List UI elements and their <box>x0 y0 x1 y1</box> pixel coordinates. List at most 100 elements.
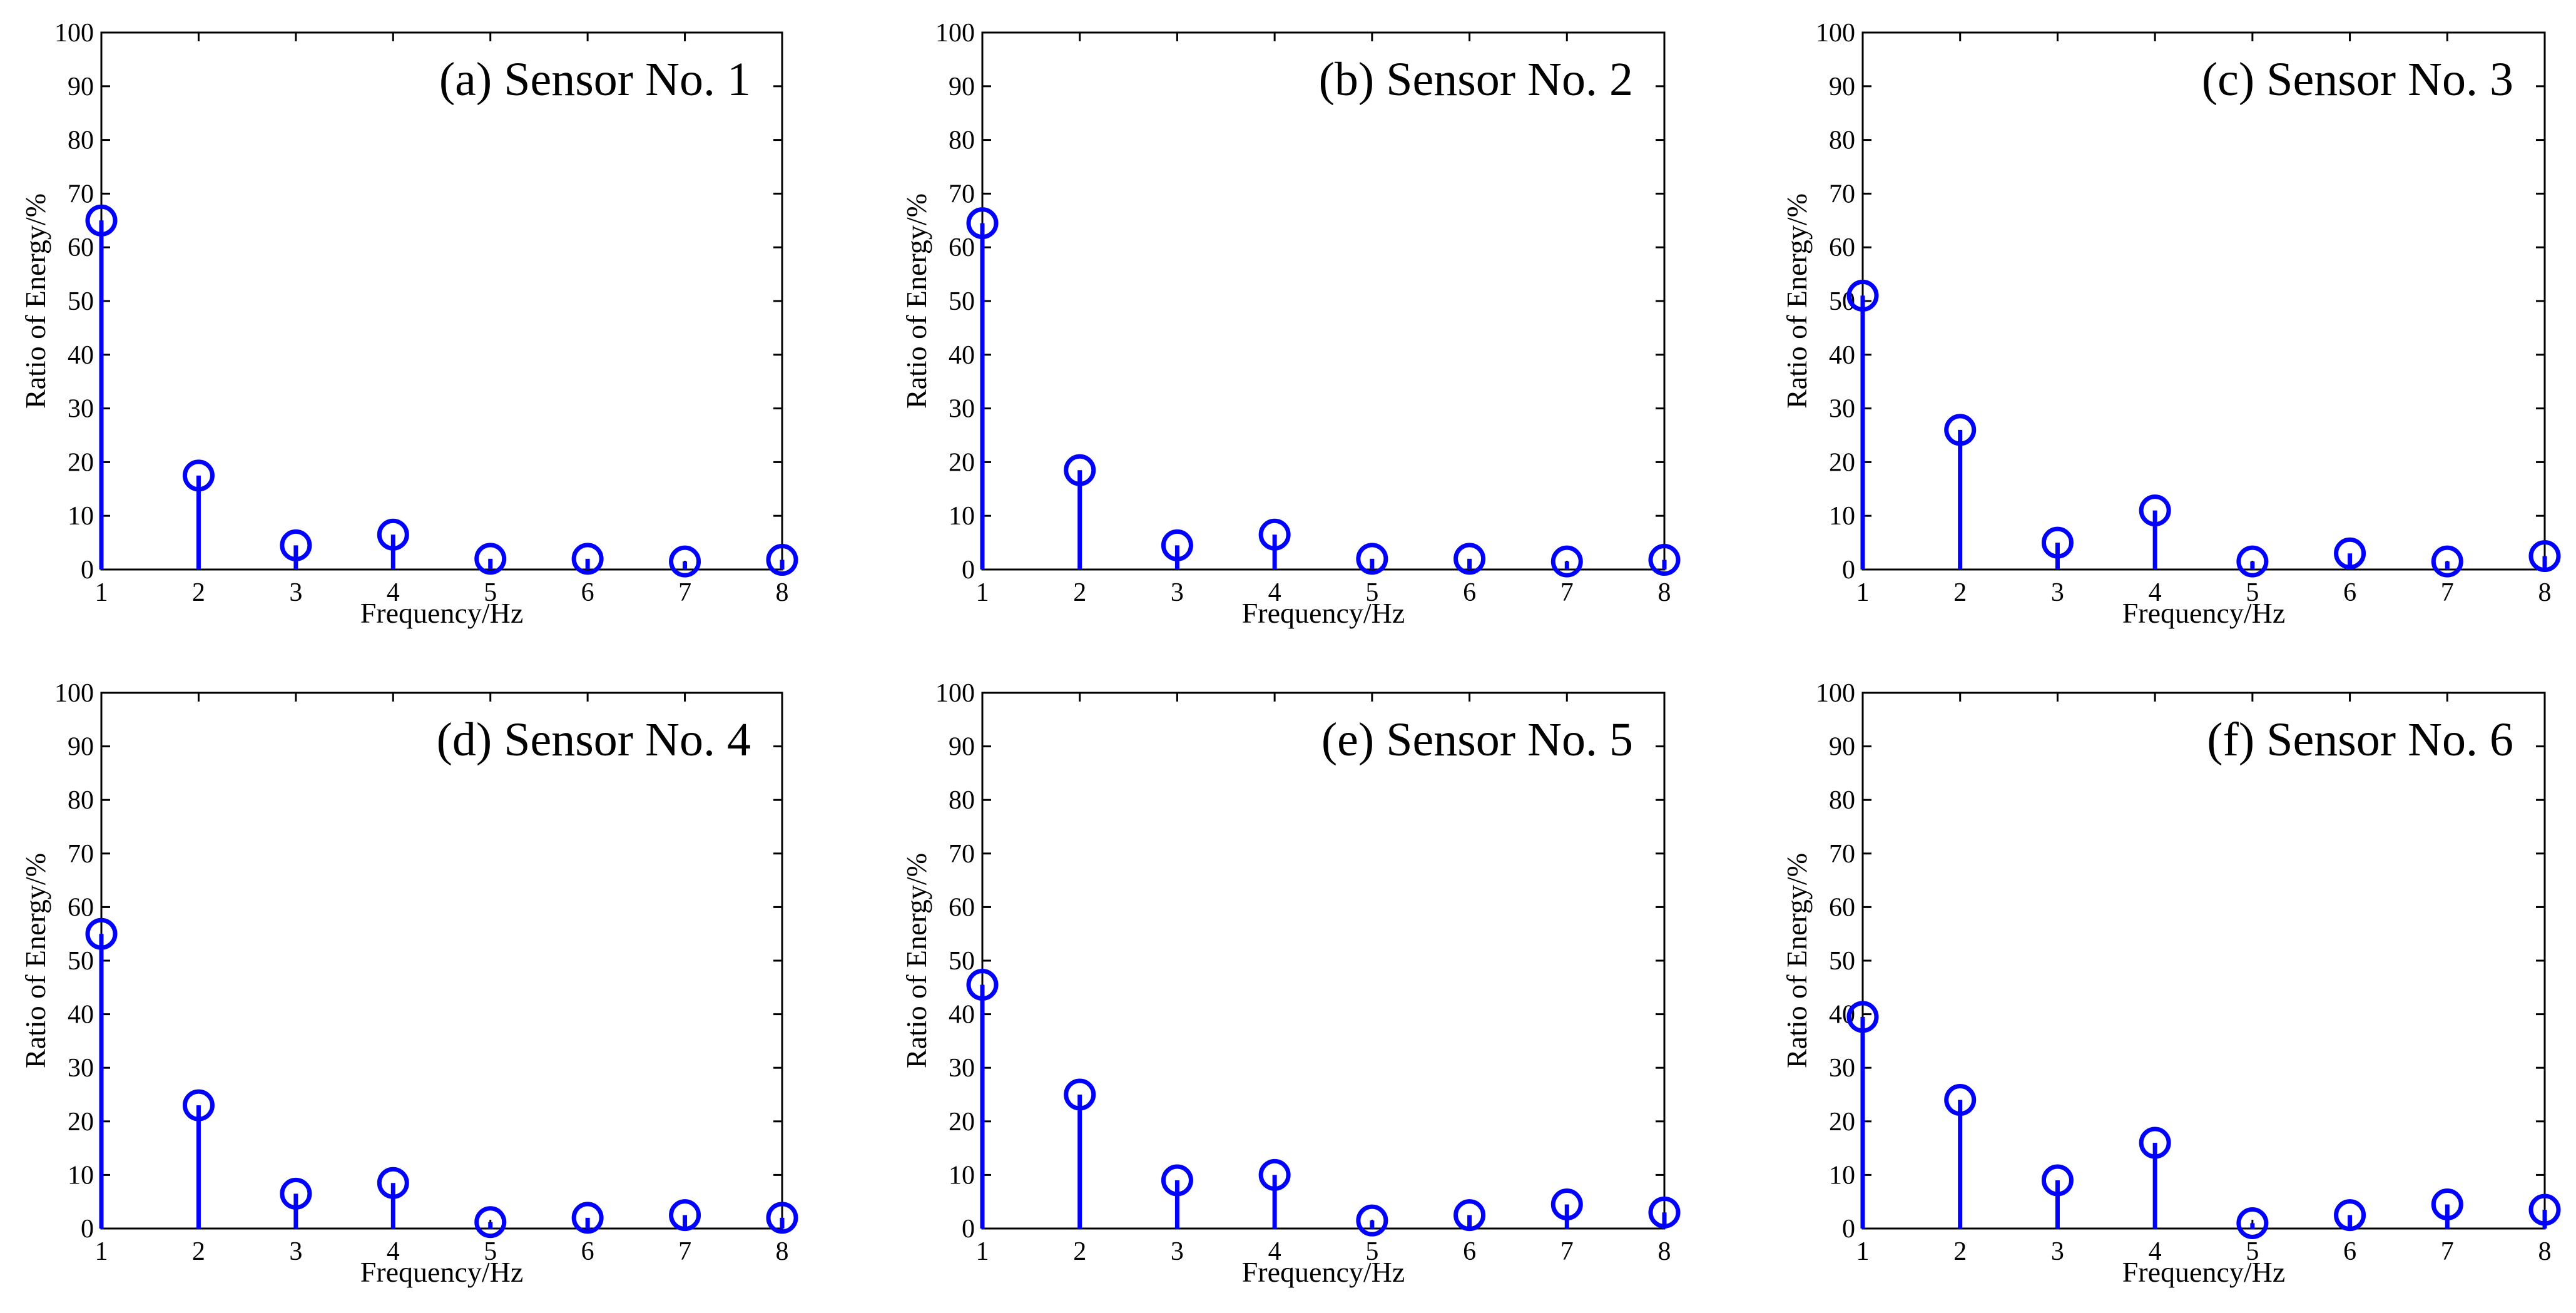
x-tick-label: 4 <box>387 1237 400 1266</box>
x-tick-label: 5 <box>2246 578 2259 607</box>
x-tick-label: 8 <box>776 578 789 607</box>
stem-marker <box>2334 537 2366 570</box>
y-tick-label: 60 <box>68 233 94 262</box>
y-tick-label: 60 <box>68 893 94 922</box>
axes-frame <box>1861 692 2546 1230</box>
x-tick-label: 8 <box>2538 1237 2552 1266</box>
x-axis-label: Frequency/Hz <box>360 597 524 629</box>
panel-title: (c) Sensor No. 3 <box>2202 53 2513 106</box>
stem-marker <box>1258 1158 1291 1191</box>
y-tick-label: 90 <box>949 733 975 762</box>
y-tick-label: 20 <box>1829 448 1855 477</box>
stem-marker <box>1356 543 1388 575</box>
y-tick-label: 60 <box>949 233 975 262</box>
x-tick-label: 1 <box>1856 1237 1870 1266</box>
y-tick-label: 20 <box>949 448 975 477</box>
x-tick-label: 2 <box>192 578 205 607</box>
stem-marker <box>1453 1199 1486 1232</box>
stem-marker <box>2528 1193 2561 1226</box>
x-tick-label: 6 <box>1463 1237 1476 1266</box>
x-tick-label: 1 <box>95 578 108 607</box>
stem-marker <box>2236 1207 2269 1239</box>
stem-marker <box>1258 518 1291 551</box>
y-tick-label: 0 <box>81 556 94 585</box>
y-tick-label: 40 <box>1829 341 1855 370</box>
stem-marker <box>1648 1196 1681 1229</box>
x-tick-label: 4 <box>2149 578 2162 607</box>
x-tick-label: 3 <box>1171 1237 1184 1266</box>
stem-marker <box>2334 1199 2366 1232</box>
x-tick-label: 3 <box>289 1237 302 1266</box>
stem-marker <box>1550 1188 1583 1220</box>
y-tick-label: 50 <box>68 287 94 316</box>
y-tick-label: 100 <box>1816 19 1855 48</box>
stem-marker <box>182 1089 215 1121</box>
y-tick-label: 10 <box>949 1161 975 1190</box>
y-tick-label: 80 <box>1829 786 1855 815</box>
axes-frame <box>981 31 1666 571</box>
y-axis-label: Ratio of Energy/% <box>1781 193 1813 409</box>
y-tick-label: 80 <box>949 126 975 155</box>
stem-plot-panel-1: 0 10 20 30 40 50 60 70 80 90 100 1 2 3 4 5 6 7 8 (a) Sensor… <box>19 19 798 629</box>
x-tick-label: 7 <box>678 1237 691 1266</box>
y-tick-label: 70 <box>1829 840 1855 869</box>
y-tick-label: 90 <box>1829 73 1855 101</box>
stem-marker <box>966 207 999 240</box>
stem-marker <box>966 969 999 1001</box>
y-tick-label: 0 <box>962 556 975 585</box>
axes-frame <box>100 692 783 1230</box>
stem-marker <box>280 529 312 561</box>
stem-marker <box>1944 414 1977 446</box>
x-tick-label: 7 <box>2441 1237 2454 1266</box>
stem-marker <box>1550 545 1583 578</box>
x-tick-label: 1 <box>976 578 989 607</box>
y-tick-label: 0 <box>962 1215 975 1244</box>
y-tick-label: 60 <box>1829 893 1855 922</box>
stem-marker <box>280 1177 312 1210</box>
y-tick-label: 80 <box>68 126 94 155</box>
x-tick-label: 4 <box>1268 578 1281 607</box>
x-tick-label: 5 <box>484 578 497 607</box>
y-tick-label: 50 <box>1829 947 1855 976</box>
stem-marker <box>1161 529 1193 561</box>
x-tick-label: 2 <box>1073 578 1086 607</box>
x-tick-label: 6 <box>581 1237 594 1266</box>
x-tick-label: 8 <box>776 1237 789 1266</box>
x-axis-label: Frequency/Hz <box>2122 1256 2286 1288</box>
stem-marker <box>1453 543 1486 575</box>
y-tick-label: 30 <box>68 1054 94 1083</box>
y-axis-label: Ratio of Energy/% <box>1781 853 1813 1068</box>
y-tick-label: 100 <box>935 19 975 48</box>
stem-marker <box>1064 454 1096 486</box>
y-tick-label: 10 <box>68 1161 94 1190</box>
x-tick-label: 5 <box>2246 1237 2259 1266</box>
y-tick-label: 80 <box>1829 126 1855 155</box>
y-tick-label: 90 <box>1829 733 1855 762</box>
x-axis-label: Frequency/Hz <box>1242 597 1405 629</box>
stem-marker <box>2431 1188 2463 1220</box>
stem-marker <box>2041 1164 2074 1197</box>
stem-marker <box>474 543 507 575</box>
y-tick-label: 20 <box>68 448 94 477</box>
axes-frame <box>981 692 1666 1230</box>
panel-title: (b) Sensor No. 2 <box>1319 53 1633 106</box>
y-tick-label: 30 <box>1829 1054 1855 1083</box>
stem-marker <box>669 545 701 578</box>
stem-plot-panel-4: 0 10 20 30 40 50 60 70 80 90 100 1 2 3 4 5 6 7 8 (d) Sensor… <box>19 679 798 1288</box>
y-tick-label: 0 <box>1842 1215 1855 1244</box>
x-tick-label: 3 <box>289 578 302 607</box>
panel-title: (d) Sensor No. 4 <box>437 713 751 766</box>
stem-plot-panel-2: 0 10 20 30 40 50 60 70 80 90 100 1 2 3 4 5 6 7 8 (b) Sensor… <box>900 19 1681 629</box>
y-axis-label: Ratio of Energy/% <box>900 193 932 409</box>
x-tick-label: 4 <box>2149 1237 2162 1266</box>
panel-title: (a) Sensor No. 1 <box>439 53 751 106</box>
stem-marker <box>1161 1164 1193 1197</box>
x-tick-label: 6 <box>581 578 594 607</box>
y-tick-label: 10 <box>68 502 94 531</box>
y-tick-label: 10 <box>1829 502 1855 531</box>
stem-marker <box>2041 526 2074 559</box>
x-tick-label: 6 <box>1463 578 1476 607</box>
y-tick-label: 80 <box>949 786 975 815</box>
y-tick-label: 20 <box>1829 1108 1855 1137</box>
